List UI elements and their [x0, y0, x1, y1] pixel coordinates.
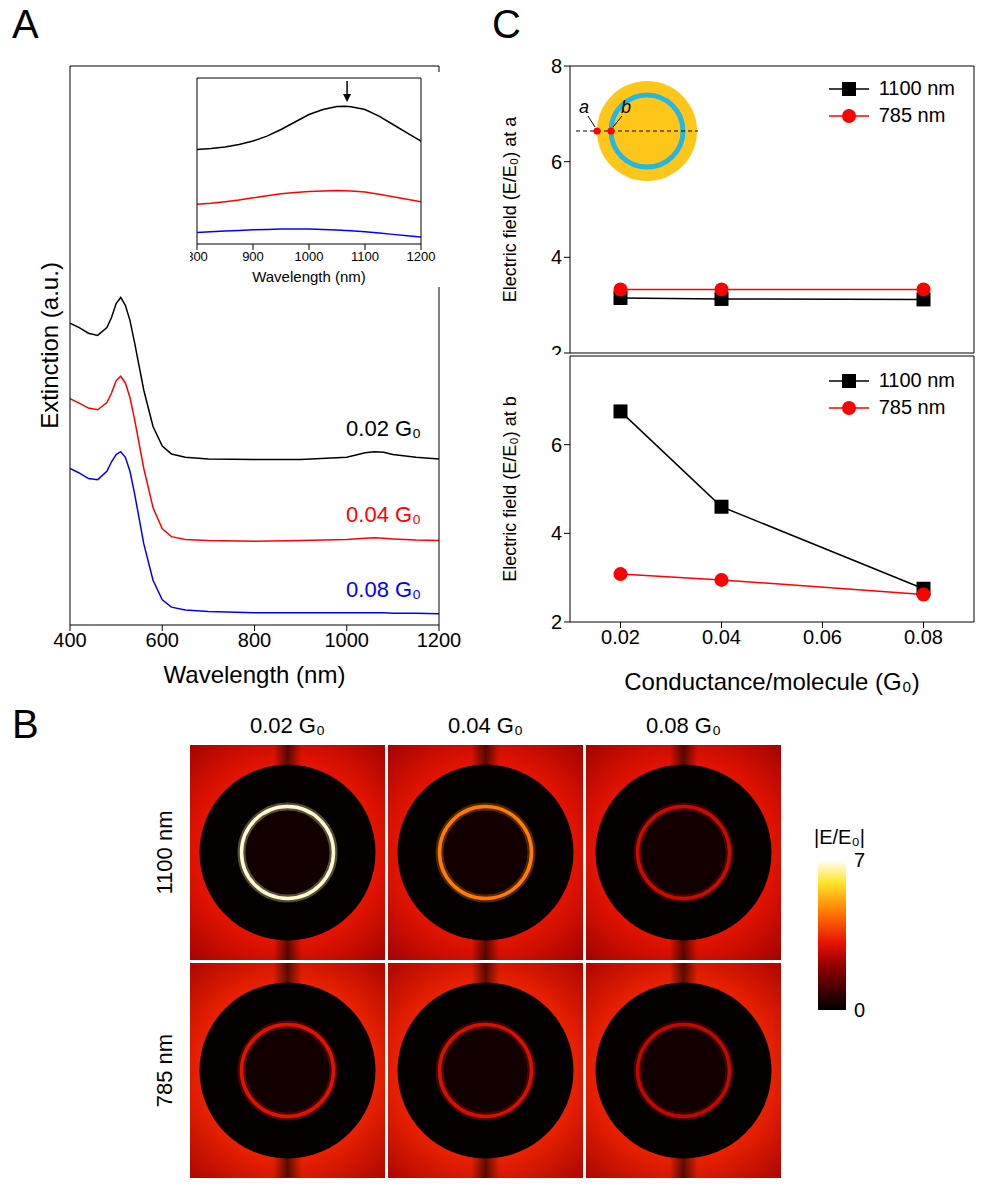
svg-text:0: 0: [854, 999, 865, 1021]
svg-text:800: 800: [190, 249, 208, 264]
svg-text:6: 6: [551, 434, 562, 456]
svg-text:0.02: 0.02: [601, 626, 640, 648]
svg-text:1000: 1000: [325, 629, 370, 651]
svg-text:800: 800: [238, 629, 271, 651]
html-text:A: A: [12, 2, 39, 46]
svg-text:4: 4: [551, 522, 562, 544]
svg-text:a: a: [579, 97, 589, 117]
svg-text:4: 4: [551, 246, 562, 268]
svg-text:0.02 G₀: 0.02 G₀: [250, 713, 325, 738]
svg-text:600: 600: [146, 629, 179, 651]
svg-text:785 nm: 785 nm: [152, 1034, 177, 1107]
svg-text:1200: 1200: [407, 249, 436, 264]
svg-text:1000: 1000: [295, 249, 324, 264]
svg-text:1100: 1100: [351, 249, 379, 264]
svg-text:1200: 1200: [417, 629, 462, 651]
svg-text:0.08 G₀: 0.08 G₀: [646, 713, 721, 738]
svg-text:2: 2: [551, 611, 562, 633]
svg-text:Wavelength (nm): Wavelength (nm): [164, 661, 346, 688]
svg-text:|E/E₀|: |E/E₀|: [814, 826, 865, 848]
html-text:1100 nm: 1100 nm: [878, 369, 955, 391]
svg-text:0.02 G₀: 0.02 G₀: [346, 416, 421, 441]
svg-text:Wavelength (nm): Wavelength (nm): [252, 268, 366, 285]
html-text:785 nm: 785 nm: [878, 104, 946, 126]
svg-text:Conductance/molecule (G₀): Conductance/molecule (G₀): [624, 668, 919, 695]
svg-text:6: 6: [551, 151, 562, 173]
svg-text:2: 2: [551, 342, 562, 355]
html-text:785 nm: 785 nm: [878, 396, 946, 418]
svg-text:7: 7: [854, 849, 865, 871]
html-text:C: C: [492, 2, 521, 46]
svg-text:1100 nm: 1100 nm: [152, 811, 177, 895]
svg-text:Electric field (E/E₀) at a: Electric field (E/E₀) at a: [500, 116, 520, 303]
svg-text:0.08: 0.08: [904, 626, 943, 648]
svg-text:Extinction (a.u.): Extinction (a.u.): [36, 262, 63, 429]
svg-text:0.04: 0.04: [702, 626, 741, 648]
svg-text:b: b: [621, 97, 631, 117]
svg-text:0.04 G₀: 0.04 G₀: [448, 713, 523, 738]
svg-text:8: 8: [551, 55, 562, 77]
svg-text:Electric field (E/E₀) at b: Electric field (E/E₀) at b: [500, 396, 520, 582]
svg-text:0.06: 0.06: [803, 626, 842, 648]
svg-text:B: B: [12, 702, 39, 746]
svg-text:0.04 G₀: 0.04 G₀: [346, 502, 421, 527]
html-text:1100 nm: 1100 nm: [878, 77, 955, 99]
svg-text:900: 900: [242, 249, 264, 264]
svg-text:0.08 G₀: 0.08 G₀: [346, 577, 421, 602]
svg-text:400: 400: [53, 629, 86, 651]
